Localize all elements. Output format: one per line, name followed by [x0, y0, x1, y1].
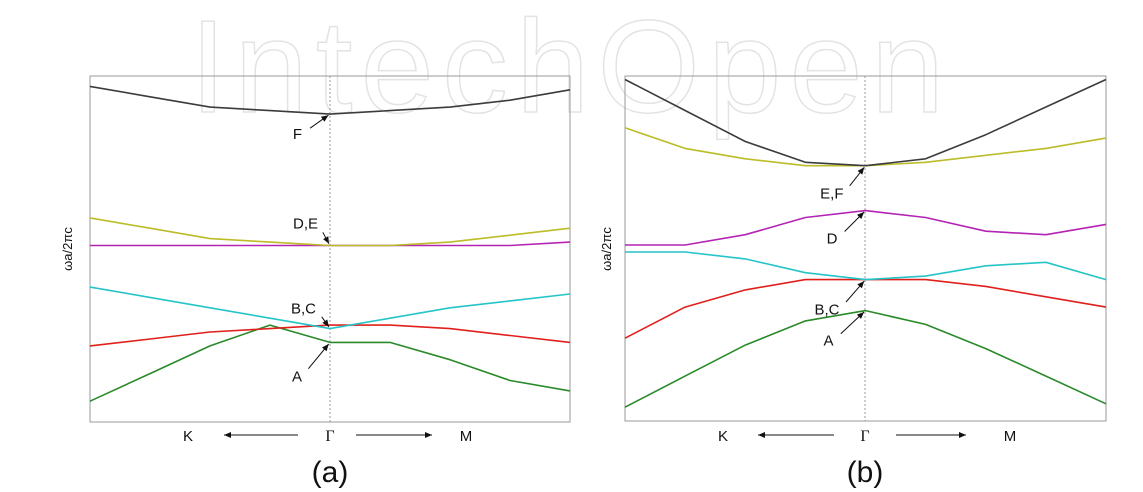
band-line-4-b: [625, 209, 1107, 246]
band-line-6-b: [624, 78, 1107, 167]
annotation-label-3-a: B,C: [291, 301, 316, 318]
annotation-arrowhead-1-a: [320, 115, 329, 122]
right-direction-arrow-a: [356, 432, 432, 438]
annotation-arrowhead-3-b: [857, 281, 865, 289]
x-tick-gamma-b: Γ: [860, 428, 869, 445]
annotation-label-1-a: F: [293, 126, 302, 143]
annotation-arrowhead-2-a: [323, 236, 329, 244]
annotation-arrowhead-4-b: [856, 312, 864, 319]
annotation-label-2-a: D,E: [293, 216, 318, 233]
x-tick-m-b: M: [1004, 428, 1017, 445]
right-direction-arrow-b: [896, 432, 966, 438]
x-tick-m-a: M: [460, 428, 473, 445]
annotations-b: E,F D B,C A: [814, 166, 865, 350]
band-line-1-a: [89, 324, 571, 402]
y-axis-label-b: ωa/2πc: [599, 227, 614, 271]
annotation-label-4-b: A: [823, 333, 833, 350]
caption-a: (a): [312, 456, 349, 489]
band-line-3-a: [89, 286, 571, 330]
band-line-6-a: [89, 85, 571, 115]
x-tick-k-b: K: [718, 428, 728, 445]
bands-b: [624, 78, 1107, 408]
band-line-5-a: [89, 217, 571, 247]
annotation-arrowhead-4-a: [322, 344, 329, 352]
panel-b: E,F D B,C A ωa/2πc K Γ M (b): [599, 75, 1107, 489]
band-line-3-b: [625, 251, 1107, 281]
annotation-label-4-a: A: [292, 368, 302, 385]
annotation-label-2-b: D: [827, 231, 838, 248]
left-direction-arrow-a: [224, 432, 298, 438]
x-tick-k-a: K: [183, 428, 193, 445]
band-line-1-b: [624, 309, 1107, 408]
band-line-2-a: [89, 324, 571, 347]
y-axis-label-a: ωa/2πc: [60, 227, 75, 271]
x-tick-gamma-a: Γ: [325, 428, 334, 445]
annotation-arrowhead-2-b: [857, 212, 865, 219]
annotation-arrowhead-1-b: [857, 167, 865, 175]
annotation-label-1-b: E,F: [820, 186, 843, 203]
annotation-arrowhead-3-a: [322, 319, 329, 327]
panel-a: F D,E B,C A ωa/2πc K Γ M (a): [60, 75, 571, 489]
caption-b: (b): [847, 456, 884, 489]
bands-a: [89, 85, 571, 402]
annotations-a: F D,E B,C A: [291, 114, 330, 385]
watermark: IntechOpen: [190, 0, 953, 140]
annotation-label-3-b: B,C: [814, 302, 839, 319]
left-direction-arrow-b: [758, 432, 834, 438]
